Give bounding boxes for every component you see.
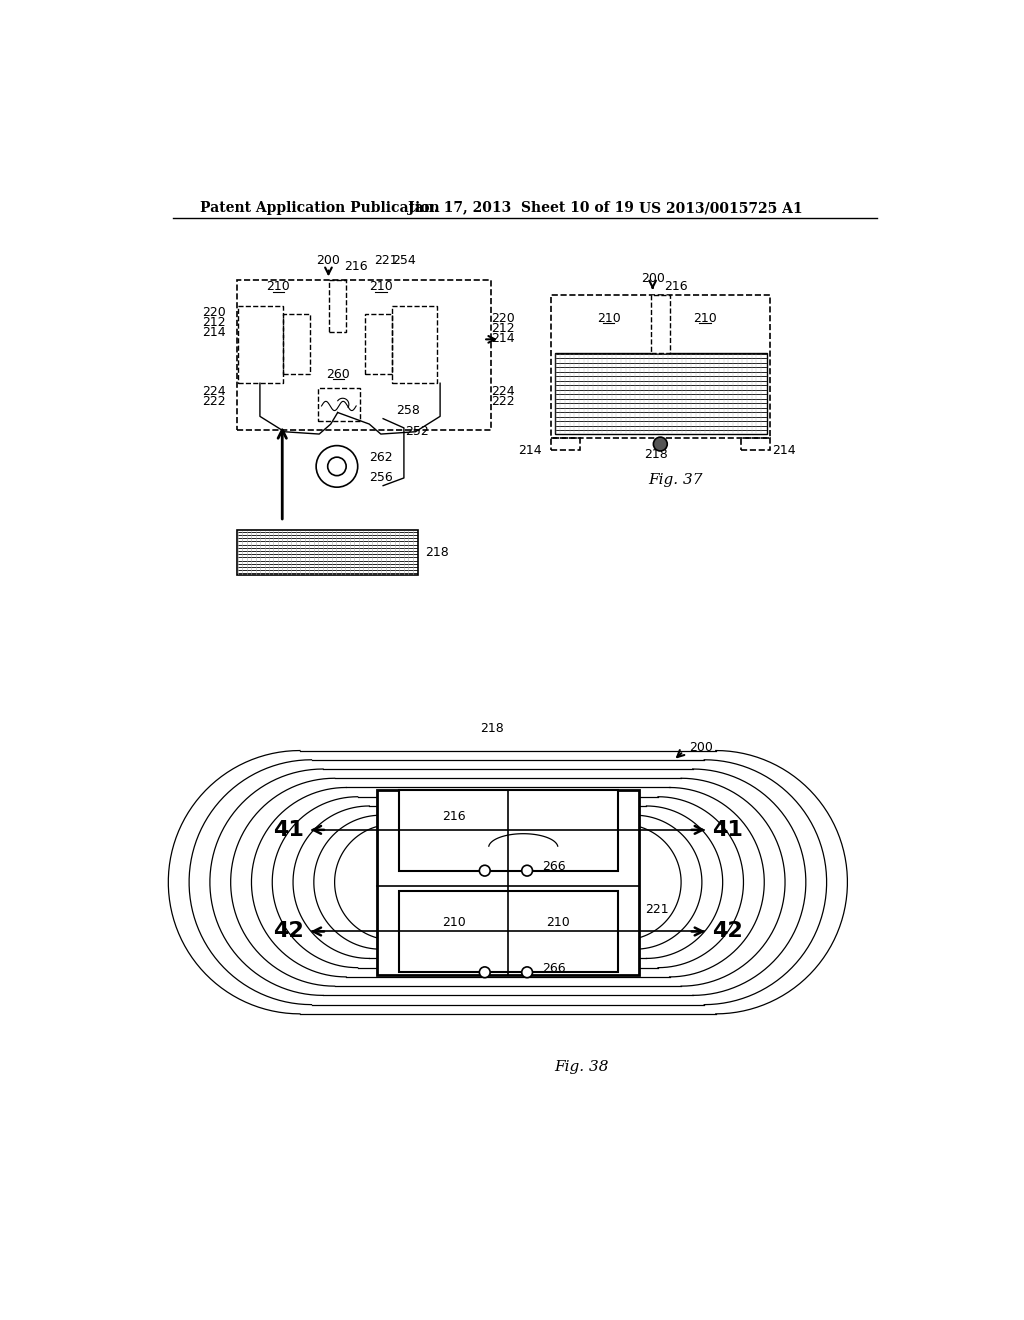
Circle shape bbox=[521, 866, 532, 876]
Circle shape bbox=[653, 437, 668, 451]
Text: 262: 262 bbox=[370, 450, 393, 463]
Bar bbox=[398, 891, 617, 973]
Text: 212: 212 bbox=[203, 315, 226, 329]
Bar bbox=[330, 280, 346, 333]
Text: 200: 200 bbox=[689, 741, 713, 754]
Bar bbox=[651, 296, 670, 354]
Text: 258: 258 bbox=[396, 404, 420, 417]
Text: 224: 224 bbox=[203, 385, 226, 399]
Bar bbox=[398, 789, 617, 871]
Bar bbox=[283, 314, 310, 374]
Circle shape bbox=[521, 968, 532, 978]
Text: 210: 210 bbox=[442, 916, 466, 929]
Bar bbox=[551, 438, 581, 450]
Text: 200: 200 bbox=[316, 253, 340, 267]
Text: 216: 216 bbox=[345, 260, 369, 273]
Bar bbox=[555, 354, 767, 434]
Bar bbox=[239, 306, 283, 383]
Text: 210: 210 bbox=[693, 312, 717, 325]
Text: 210: 210 bbox=[369, 280, 392, 293]
Text: 224: 224 bbox=[490, 385, 514, 399]
Text: 218: 218 bbox=[644, 449, 669, 462]
Text: 41: 41 bbox=[712, 820, 742, 840]
Text: 222: 222 bbox=[203, 395, 226, 408]
Bar bbox=[741, 438, 770, 450]
Text: 221: 221 bbox=[645, 903, 669, 916]
Text: Fig. 38: Fig. 38 bbox=[554, 1060, 608, 1074]
Circle shape bbox=[316, 446, 357, 487]
Text: 210: 210 bbox=[266, 280, 290, 293]
Text: 212: 212 bbox=[490, 322, 514, 335]
Circle shape bbox=[479, 866, 490, 876]
Bar bbox=[237, 280, 490, 430]
Text: 214: 214 bbox=[772, 444, 796, 457]
Circle shape bbox=[328, 457, 346, 475]
Text: 42: 42 bbox=[273, 921, 304, 941]
Text: 218: 218 bbox=[480, 722, 505, 735]
Text: 256: 256 bbox=[370, 471, 393, 484]
Text: 214: 214 bbox=[490, 333, 514, 345]
Text: 254: 254 bbox=[392, 253, 416, 267]
Bar bbox=[317, 388, 360, 421]
Bar bbox=[551, 296, 770, 438]
Text: 216: 216 bbox=[665, 280, 688, 293]
Text: 210: 210 bbox=[546, 916, 569, 929]
Bar bbox=[237, 531, 418, 576]
Text: 220: 220 bbox=[490, 312, 515, 325]
Bar bbox=[377, 789, 639, 974]
Bar bbox=[366, 314, 392, 374]
Text: 266: 266 bbox=[543, 962, 566, 975]
Text: 210: 210 bbox=[597, 312, 621, 325]
Text: 266: 266 bbox=[543, 861, 566, 874]
Circle shape bbox=[479, 968, 490, 978]
Text: Fig. 37: Fig. 37 bbox=[648, 474, 702, 487]
Text: Jan. 17, 2013  Sheet 10 of 19: Jan. 17, 2013 Sheet 10 of 19 bbox=[408, 202, 634, 215]
Text: 42: 42 bbox=[712, 921, 742, 941]
Text: 221: 221 bbox=[374, 253, 397, 267]
Bar bbox=[392, 306, 437, 383]
Text: 41: 41 bbox=[273, 820, 304, 840]
Text: 220: 220 bbox=[203, 306, 226, 319]
Text: 218: 218 bbox=[425, 546, 449, 560]
Text: 222: 222 bbox=[490, 395, 514, 408]
Text: 252: 252 bbox=[406, 425, 429, 438]
Text: 260: 260 bbox=[327, 367, 350, 380]
Text: US 2013/0015725 A1: US 2013/0015725 A1 bbox=[639, 202, 803, 215]
Text: 214: 214 bbox=[203, 326, 226, 339]
Text: 216: 216 bbox=[442, 810, 466, 824]
Text: 200: 200 bbox=[641, 272, 665, 285]
Text: 214: 214 bbox=[518, 444, 542, 457]
Text: Patent Application Publication: Patent Application Publication bbox=[200, 202, 439, 215]
